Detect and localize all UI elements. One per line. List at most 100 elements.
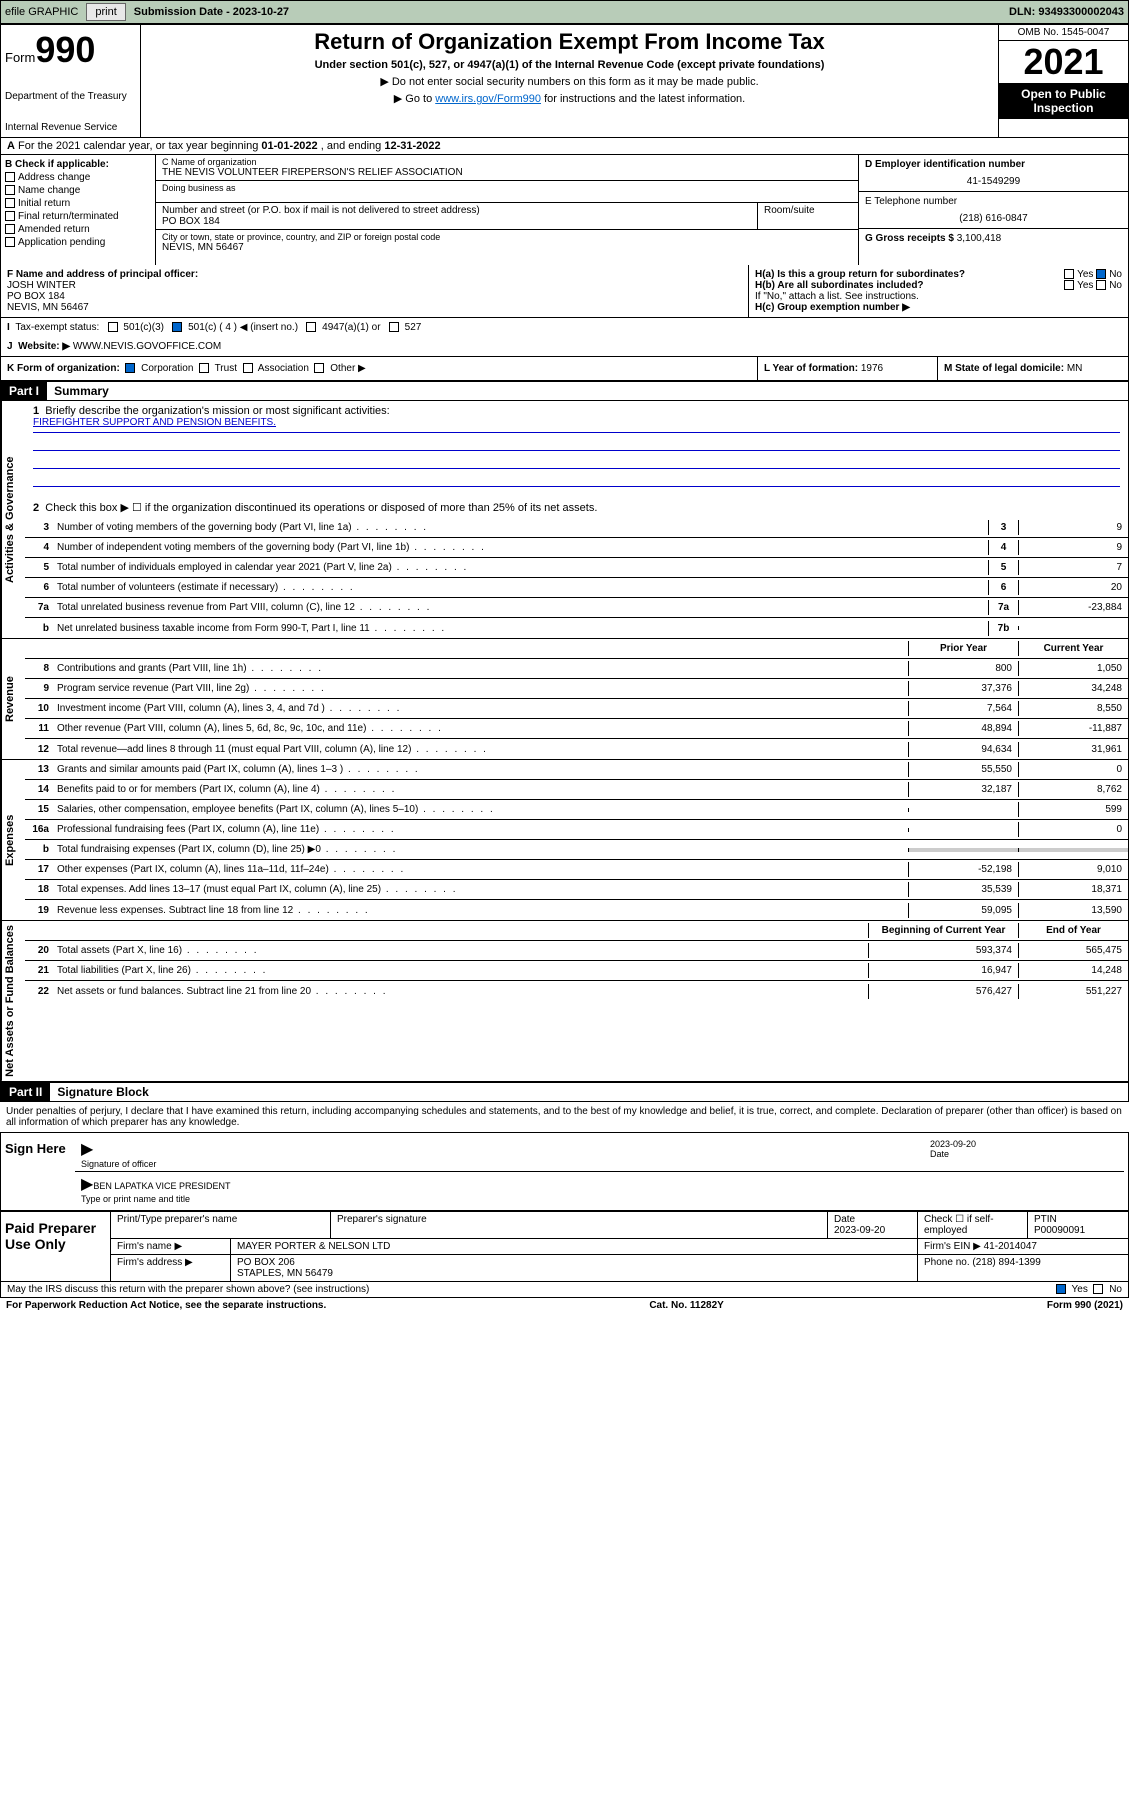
mission-blank-2 [33,453,1120,469]
mission-blank-1 [33,435,1120,451]
paid-preparer-block: Paid Preparer Use Only Print/Type prepar… [0,1211,1129,1282]
formation-year: 1976 [861,363,883,374]
net-col-header: Beginning of Current Year End of Year [25,921,1128,941]
firm-name-value: MAYER PORTER & NELSON LTD [231,1239,918,1254]
ptin-label: PTIN [1034,1214,1057,1225]
ein-value: 41-1549299 [865,176,1122,187]
part-1-hdr: Part I [1,382,47,400]
hb-note: If "No," attach a list. See instructions… [755,291,1122,302]
city-label: City or town, state or province, country… [162,232,852,242]
part-1-bar: Part I Summary [0,381,1129,401]
label-revenue: Revenue [1,639,25,759]
room-label: Room/suite [764,205,852,216]
table-row: 17Other expenses (Part IX, column (A), l… [25,860,1128,880]
officer-name-title: BEN LAPATKA VICE PRESIDENT [93,1181,230,1191]
prep-date-label: Date [834,1214,855,1225]
page-footer: For Paperwork Reduction Act Notice, see … [0,1298,1129,1313]
addr-label: Number and street (or P.O. box if mail i… [162,205,751,216]
ein-label: D Employer identification number [865,159,1025,170]
tax-year: 2021 [999,41,1128,83]
phone-label: Phone no. [924,1257,970,1268]
j-label: Website: ▶ [18,341,70,352]
top-bar: efile GRAPHIC print Submission Date - 20… [0,0,1129,24]
table-row: bNet unrelated business taxable income f… [25,618,1128,638]
col-b: B Check if applicable: Address change Na… [1,155,156,265]
tax-end: 12-31-2022 [384,140,440,152]
i-label: Tax-exempt status: [15,322,99,333]
chk-address-change[interactable]: Address change [5,172,151,183]
rev-col-header: Prior Year Current Year [25,639,1128,659]
officer-addr2: NEVIS, MN 56467 [7,302,89,313]
q1-text: Briefly describe the organization's miss… [45,405,389,417]
self-employed-check[interactable]: Check ☐ if self-employed [924,1214,994,1236]
dept-treasury: Department of the Treasury [5,91,136,102]
tax-begin: 01-01-2022 [261,140,317,152]
gross-label: G Gross receipts $ [865,233,957,244]
table-row: 6Total number of volunteers (estimate if… [25,578,1128,598]
form-version: Form 990 (2021) [1047,1300,1123,1311]
row-a: A For the 2021 calendar year, or tax yea… [0,138,1129,155]
chk-final-return[interactable]: Final return/terminated [5,211,151,222]
firm-addr2: STAPLES, MN 56479 [237,1268,333,1279]
org-name-label: C Name of organization [162,157,852,167]
dln: DLN: 93493300002043 [1009,6,1124,18]
dba-label: Doing business as [162,183,852,193]
part-2-hdr: Part II [1,1083,50,1101]
table-row: 20Total assets (Part X, line 16)593,3745… [25,941,1128,961]
cat-number: Cat. No. 11282Y [649,1300,723,1311]
table-row: 10Investment income (Part VIII, column (… [25,699,1128,719]
subtitle-1: Under section 501(c), 527, or 4947(a)(1)… [145,59,994,71]
firm-addr-label: Firm's address ▶ [111,1255,231,1281]
part-1-title: Summary [54,384,109,398]
submission-date: Submission Date - 2023-10-27 [134,6,289,18]
domicile-state: MN [1067,363,1083,374]
form-number: 990 [35,29,95,70]
table-row: 5Total number of individuals employed in… [25,558,1128,578]
prep-sig-label: Preparer's signature [337,1214,427,1225]
prior-year-hdr: Prior Year [908,641,1018,656]
prep-date-value: 2023-09-20 [834,1225,885,1236]
firm-ein-value: 41-2014047 [984,1241,1037,1252]
chk-amended-return[interactable]: Amended return [5,224,151,235]
ptin-value: P00090091 [1034,1225,1085,1236]
col-d: D Employer identification number 41-1549… [858,155,1128,265]
table-row: 8Contributions and grants (Part VIII, li… [25,659,1128,679]
hb-label: H(b) Are all subordinates included? [755,280,924,291]
firm-addr1: PO BOX 206 [237,1257,295,1268]
sig-officer-label: Signature of officer [81,1159,156,1169]
hc-label: H(c) Group exemption number ▶ [755,302,910,313]
row-i: I Tax-exempt status: 501(c)(3) ✓ 501(c) … [0,318,1129,337]
table-row: 16aProfessional fundraising fees (Part I… [25,820,1128,840]
end-year-hdr: End of Year [1018,923,1128,938]
irs-link[interactable]: www.irs.gov/Form990 [435,93,541,105]
declaration-text: Under penalties of perjury, I declare th… [0,1102,1129,1132]
row-a-prefix: A [7,140,15,152]
firm-ein-label: Firm's EIN ▶ [924,1241,981,1252]
chk-name-change[interactable]: Name change [5,185,151,196]
row-j: J Website: ▶ WWW.NEVIS.GOVOFFICE.COM [0,337,1129,357]
table-row: 13Grants and similar amounts paid (Part … [25,760,1128,780]
chk-application-pending[interactable]: Application pending [5,237,151,248]
tel-value: (218) 616-0847 [865,213,1122,224]
efile-label: efile GRAPHIC [5,6,78,18]
table-row: 4Number of independent voting members of… [25,538,1128,558]
table-row: 22Net assets or fund balances. Subtract … [25,981,1128,1001]
officer-addr1: PO BOX 184 [7,291,65,302]
city-value: NEVIS, MN 56467 [162,242,852,253]
table-row: 12Total revenue—add lines 8 through 11 (… [25,739,1128,759]
phone-value: (218) 894-1399 [972,1257,1040,1268]
discuss-text: May the IRS discuss this return with the… [7,1284,369,1295]
sign-here-block: Sign Here ▶Signature of officer 2023-09-… [0,1132,1129,1211]
summary-expenses: Expenses 13Grants and similar amounts pa… [0,760,1129,921]
table-row: 18Total expenses. Add lines 13–17 (must … [25,880,1128,900]
addr-value: PO BOX 184 [162,216,751,227]
officer-name: JOSH WINTER [7,280,76,291]
table-row: 11Other revenue (Part VIII, column (A), … [25,719,1128,739]
print-button[interactable]: print [86,3,125,21]
chk-initial-return[interactable]: Initial return [5,198,151,209]
sig-date-label: Date [930,1149,949,1159]
prep-name-label: Print/Type preparer's name [117,1214,237,1225]
k-label: K Form of organization: [7,363,120,374]
sig-date-value: 2023-09-20 [930,1139,976,1149]
firm-name-label: Firm's name ▶ [111,1239,231,1254]
